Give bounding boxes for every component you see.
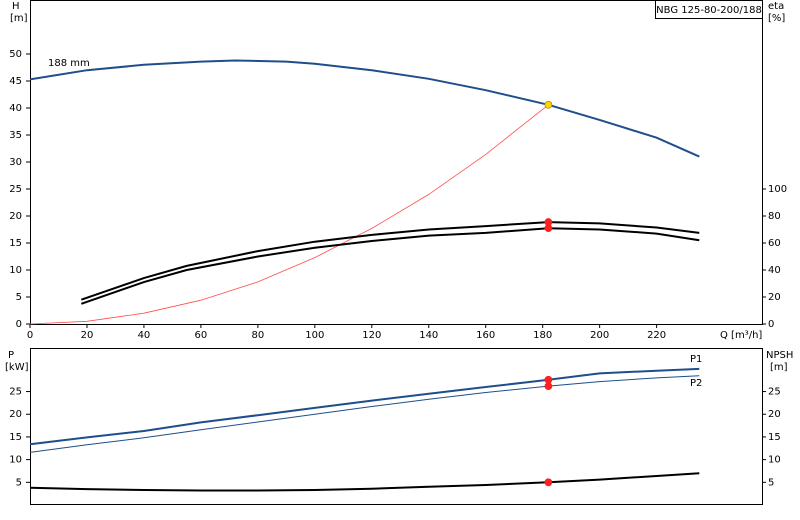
x-tick-label: 80 [251,330,264,341]
y-tick-label: 15 [9,432,22,443]
x-axis-label: Q [m³/h] [720,330,762,341]
x-tick-label: 60 [195,330,208,341]
x-tick-label: 40 [138,330,151,341]
y2-tick-label: 20 [768,409,781,420]
operating-point [544,382,553,391]
y2-tick-label: 40 [768,265,781,276]
y2-tick-label: 80 [768,211,781,222]
y2-tick-label: 100 [768,184,787,195]
x-tick-label: 180 [533,330,552,341]
y2-tick-label: 60 [768,238,781,249]
y-axis-unit: [m] [10,13,28,24]
curve [80,221,700,301]
y-tick-label: 15 [9,238,22,249]
curve-label: P2 [690,378,702,389]
x-tick-label: 140 [419,330,438,341]
curve [29,367,700,446]
y-tick-label: 0 [16,319,22,330]
y-axis-unit: [kW] [5,362,29,373]
y2-axis-label: NPSH [766,350,793,361]
curve [29,104,549,325]
y-tick-label: 20 [9,409,22,420]
y-tick-label: 25 [9,184,22,195]
y-tick-label: 20 [9,211,22,222]
operating-point [544,478,553,487]
y-tick-label: 10 [9,455,22,466]
x-tick-label: 20 [81,330,94,341]
x-tick-label: 120 [362,330,381,341]
plot-frame [30,348,763,505]
operating-point [544,375,553,384]
y2-tick-label: 15 [768,432,781,443]
y-tick-label: 25 [9,387,22,398]
curve [29,472,700,492]
y2-tick-label: 0 [768,319,774,330]
y2-axis-label: eta [768,1,784,12]
operating-point [544,100,553,109]
y2-tick-label: 25 [768,387,781,398]
y2-tick-label: 10 [768,455,781,466]
x-tick-label: 100 [305,330,324,341]
y2-axis-unit: [m] [770,362,788,373]
curve [29,375,700,453]
x-tick-label: 160 [476,330,495,341]
y-tick-label: 35 [9,130,22,141]
y-axis-label: H [12,1,20,12]
y-tick-label: 40 [9,103,22,114]
operating-point [544,224,553,233]
curve-label: P1 [690,354,702,365]
y-tick-label: 50 [9,49,22,60]
y-tick-label: 5 [16,477,22,488]
y2-axis-unit: [%] [768,13,785,24]
y-tick-label: 5 [16,292,22,303]
y-tick-label: 10 [9,265,22,276]
y-tick-label: 30 [9,157,22,168]
y-axis-label: P [8,350,14,361]
x-tick-label: 200 [590,330,609,341]
chart-title: NBG 125-80-200/188 [656,5,762,16]
curve [80,227,700,305]
y2-tick-label: 20 [768,292,781,303]
curve [29,59,700,158]
y-tick-label: 45 [9,76,22,87]
x-tick-label: 0 [27,330,33,341]
x-tick-label: 220 [647,330,666,341]
title-box [655,0,763,19]
y2-tick-label: 5 [768,477,774,488]
plot-frame [30,0,763,325]
curve-label: 188 mm [48,58,90,69]
